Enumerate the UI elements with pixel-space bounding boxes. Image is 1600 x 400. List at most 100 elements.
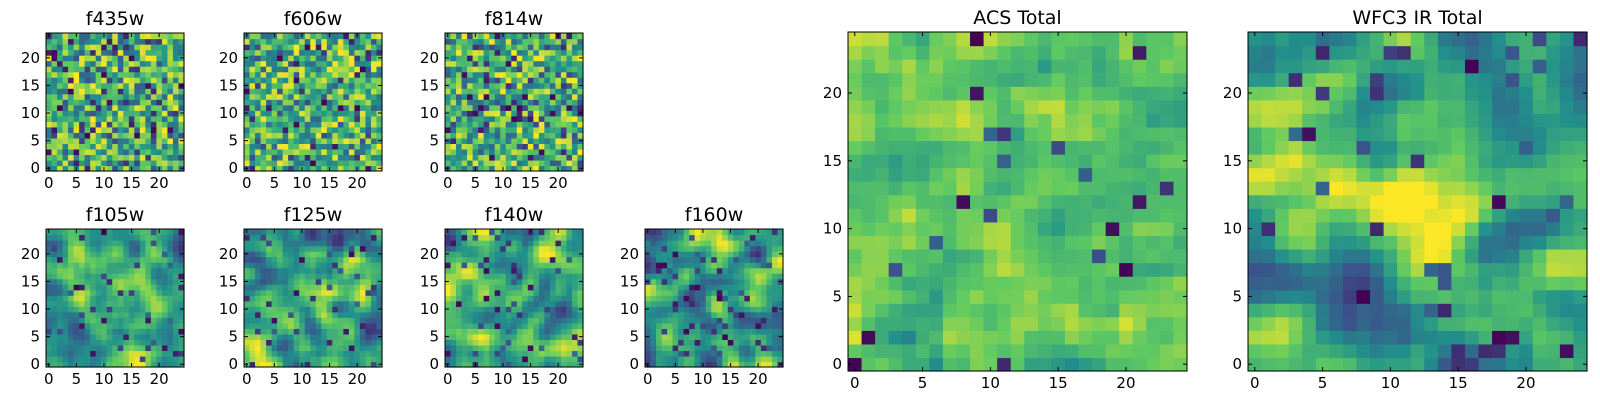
heatmap-cell	[145, 350, 152, 357]
heatmap-cell	[516, 350, 523, 357]
heatmap-cell	[106, 88, 113, 95]
heatmap-cell	[172, 273, 180, 280]
heatmap-cell	[445, 159, 452, 167]
heatmap-cell	[467, 33, 474, 40]
heatmap-cell	[656, 278, 663, 285]
heatmap-cell	[478, 44, 485, 51]
heatmap-cell	[348, 126, 355, 133]
heatmap-cell	[1092, 248, 1107, 264]
heatmap-cell	[566, 355, 573, 363]
heatmap-cell	[516, 148, 523, 156]
heatmap-cell	[560, 344, 568, 352]
heatmap-cell	[544, 311, 551, 318]
heatmap-cell	[1173, 343, 1188, 359]
heatmap-cell	[511, 82, 518, 89]
heatmap-cell	[123, 60, 130, 67]
heatmap-cell	[450, 93, 457, 100]
heatmap-cell	[244, 267, 251, 274]
heatmap-cell	[95, 355, 102, 363]
heatmap-cell	[73, 322, 80, 329]
heatmap-cell	[516, 99, 523, 106]
heatmap-cell	[1078, 235, 1093, 250]
heatmap-cell	[527, 251, 534, 258]
heatmap-cell	[727, 355, 734, 363]
heatmap-cell	[167, 126, 174, 133]
heatmap-cell	[326, 88, 333, 95]
heatmap-cell	[315, 159, 322, 167]
heatmap-cell	[90, 273, 97, 280]
heatmap-cell	[90, 300, 97, 307]
heatmap-cell	[667, 278, 674, 285]
heatmap-cell	[112, 104, 119, 111]
heatmap-cell	[249, 82, 256, 89]
heatmap-cell	[304, 251, 311, 258]
heatmap-cell	[997, 181, 1012, 196]
x-tick-label: 20	[549, 370, 568, 388]
heatmap-cell	[716, 300, 723, 307]
heatmap-cell	[370, 311, 378, 318]
heatmap-cell	[101, 306, 108, 313]
heatmap-cell	[650, 267, 657, 274]
heatmap-cell	[527, 60, 534, 67]
heatmap-cell	[84, 256, 91, 263]
heatmap-cell	[376, 344, 383, 352]
heatmap-cell	[511, 77, 518, 84]
heatmap-cell	[689, 273, 696, 280]
heatmap-cell	[472, 355, 479, 363]
heatmap-cell	[326, 99, 333, 106]
heatmap-cell	[522, 344, 529, 352]
heatmap-cell	[288, 104, 295, 111]
heatmap-cell	[1092, 208, 1107, 223]
heatmap-cell	[282, 284, 289, 291]
heatmap-cell	[549, 44, 556, 51]
heatmap-cell	[716, 284, 723, 291]
heatmap-cell	[516, 88, 523, 95]
heatmap-cell	[79, 289, 86, 296]
heatmap-cell	[478, 110, 485, 117]
heatmap-cell	[90, 355, 97, 363]
heatmap-cell	[549, 137, 556, 144]
heatmap-cell	[332, 355, 339, 363]
heatmap-cell	[733, 278, 740, 285]
heatmap-cell	[343, 99, 350, 106]
heatmap-cell	[90, 245, 97, 252]
heatmap-cell	[505, 55, 512, 62]
heatmap-cell	[483, 159, 490, 167]
heatmap-cell	[150, 66, 157, 73]
heatmap-cell	[549, 355, 556, 363]
heatmap-cell	[650, 256, 657, 263]
heatmap-cell	[293, 71, 300, 78]
y-tick-label: 15	[21, 272, 40, 290]
heatmap-cell	[456, 262, 463, 269]
heatmap-cell	[123, 99, 130, 106]
heatmap-cell	[711, 240, 718, 247]
heatmap-cell	[467, 115, 474, 122]
heatmap-cell	[549, 115, 556, 122]
heatmap-cell	[73, 273, 80, 280]
heatmap-cell	[134, 339, 141, 346]
heatmap-cell	[915, 194, 930, 209]
heatmap-cell	[112, 339, 119, 346]
heatmap-cell	[95, 115, 102, 122]
heatmap-cell	[293, 121, 300, 128]
heatmap-cell	[456, 339, 463, 346]
heatmap-cell	[101, 322, 108, 329]
heatmap-cell	[483, 60, 490, 67]
heatmap-cell	[156, 322, 163, 329]
heatmap-cell	[571, 104, 579, 111]
heatmap-cell	[956, 316, 971, 331]
heatmap-cell	[755, 339, 762, 346]
heatmap-cell	[744, 289, 751, 296]
heatmap-cell	[656, 355, 663, 363]
heatmap-cell	[172, 137, 180, 144]
heatmap-cell	[1064, 330, 1080, 345]
heatmap-cell	[79, 82, 86, 89]
heatmap-cell	[571, 60, 579, 67]
heatmap-cell	[522, 55, 529, 62]
heatmap-cell	[101, 350, 108, 357]
heatmap-cell	[472, 71, 479, 78]
heatmap-cell	[271, 132, 278, 139]
heatmap-cell	[90, 311, 97, 318]
heatmap-cell	[255, 339, 262, 346]
heatmap-cell	[150, 262, 157, 269]
